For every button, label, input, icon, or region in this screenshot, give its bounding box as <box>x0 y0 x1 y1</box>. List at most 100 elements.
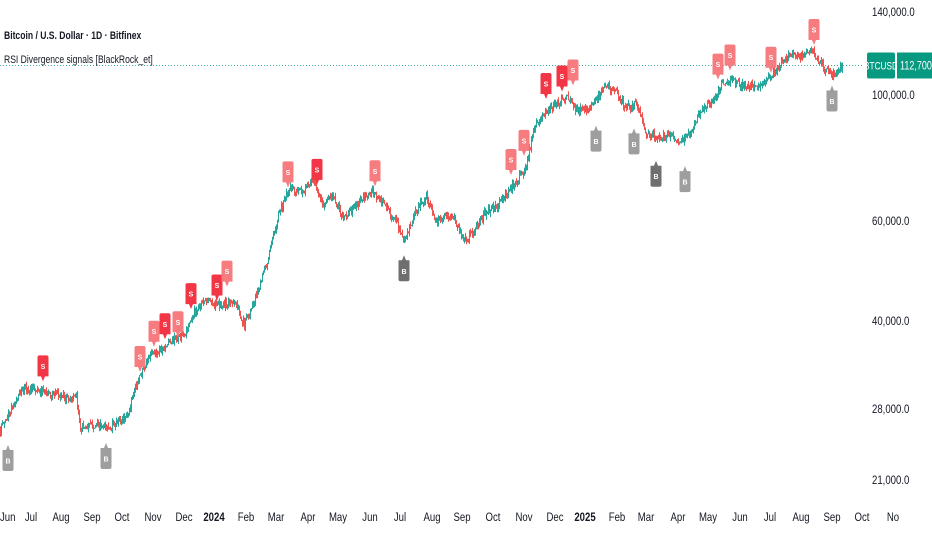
candle-body <box>840 64 841 72</box>
candle-body <box>216 301 217 305</box>
candle-body <box>65 398 66 400</box>
candle-body <box>411 225 412 226</box>
candle-body <box>24 387 25 391</box>
candle-body <box>6 419 7 421</box>
candle-body <box>297 190 298 193</box>
signal-marker-label: B <box>103 456 108 463</box>
time-axis-tick-label: 2024 <box>203 511 224 524</box>
time-axis-tick-label: Aug <box>52 511 69 524</box>
signal-marker-shape <box>679 166 691 193</box>
candle-body <box>640 110 641 117</box>
price-axis[interactable]: 21,000.0 28,000.0 40,000.0 60,000.0 100,000.… <box>872 6 915 487</box>
time-axis[interactable]: Jun Jul Aug Sep Oct Nov Dec 2024 Feb Mar Apr May Jun… <box>0 511 899 524</box>
symbol-legend[interactable]: Bitcoin / U.S. Dollar · 1D · Bitfinex <box>4 30 142 42</box>
candle-body <box>527 158 528 167</box>
signal-marker-shape <box>100 442 112 469</box>
signal-marker-label: B <box>593 139 598 146</box>
candle-body <box>108 426 109 429</box>
time-axis-tick-label: No <box>887 511 899 524</box>
candle-body <box>796 57 797 58</box>
candle-body <box>82 424 83 431</box>
candle-body <box>244 318 245 328</box>
signal-marker-label: S <box>286 170 291 177</box>
candle-body <box>163 347 164 349</box>
candle-body <box>787 58 788 60</box>
candle-body <box>107 426 108 429</box>
candle-body <box>412 222 413 226</box>
candle-body <box>387 205 388 209</box>
candle-body <box>473 234 474 236</box>
candle-body <box>193 315 194 319</box>
candle-body <box>499 201 500 206</box>
candle-body <box>481 217 482 219</box>
candle-body <box>173 338 174 343</box>
candle-body <box>155 351 156 354</box>
candle-body <box>99 423 100 430</box>
candle-body <box>243 318 244 323</box>
candle-body <box>142 369 143 377</box>
candle-body <box>260 282 261 289</box>
candle-body <box>809 50 810 54</box>
candle-body <box>69 398 70 400</box>
time-axis-tick-label: Oct <box>486 511 501 524</box>
candle-body <box>28 388 29 393</box>
signal-marker-shape <box>221 260 233 287</box>
candle-body <box>520 172 521 174</box>
candle-body <box>584 109 585 111</box>
candle-body <box>578 107 579 112</box>
candle-body <box>719 89 720 93</box>
candle-body <box>144 367 145 369</box>
candle-body <box>702 108 703 112</box>
candle-body <box>318 192 319 196</box>
signal-marker-label: S <box>163 322 168 329</box>
candle-body <box>226 301 227 307</box>
price-axis-tick-label: 21,000.0 <box>872 474 909 487</box>
candle-body <box>12 405 13 409</box>
candle-body <box>549 109 550 110</box>
candle-body <box>786 56 787 60</box>
candle-body <box>632 104 633 109</box>
candle-body <box>332 194 333 198</box>
candle-body <box>502 197 503 201</box>
candle-body <box>839 71 840 73</box>
signal-marker-label: S <box>41 364 46 371</box>
candle-body <box>784 61 785 63</box>
time-axis-tick-label: Feb <box>609 511 626 524</box>
time-axis-tick-label: Apr <box>301 511 316 524</box>
signal-marker-shape <box>2 444 14 471</box>
candle-body <box>214 304 215 307</box>
candle-body <box>569 99 570 102</box>
candle-body <box>236 302 237 304</box>
candle-body <box>308 183 309 186</box>
candle-body <box>446 213 447 216</box>
candle-body <box>354 203 355 206</box>
signal-marker-shape <box>518 129 530 156</box>
candle-body <box>692 131 693 133</box>
candle-body <box>80 421 81 430</box>
sell-signal-marker: S <box>556 65 568 92</box>
candle-body <box>633 104 634 107</box>
candle-body <box>415 209 416 213</box>
candle-body <box>736 83 737 85</box>
candle-body <box>541 117 542 120</box>
candle-body <box>619 98 620 100</box>
candle-body <box>404 236 405 242</box>
candle-body <box>95 425 96 428</box>
candle-body <box>165 347 166 350</box>
candle-body <box>401 233 402 235</box>
indicator-legend[interactable]: RSI Divergence signals [BlackRock_et] <box>4 54 153 66</box>
candle-body <box>257 290 258 298</box>
candle-body <box>346 214 347 217</box>
candle-body <box>147 361 148 364</box>
candle-body <box>132 398 133 400</box>
sell-signal-marker: S <box>724 44 736 71</box>
time-axis-tick-label: Oct <box>115 511 130 524</box>
candle-body <box>58 392 59 397</box>
candle-body <box>370 193 371 195</box>
candle-body <box>150 352 151 359</box>
candle-body <box>741 85 742 88</box>
candle-body <box>496 204 497 206</box>
